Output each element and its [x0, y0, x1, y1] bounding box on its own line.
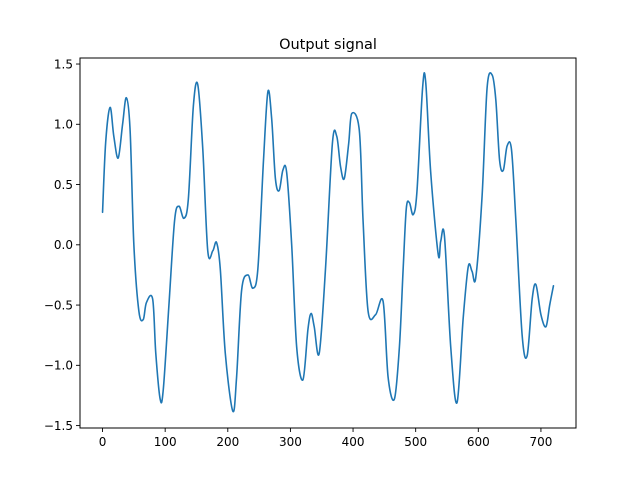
x-tick-label: 600: [467, 435, 490, 449]
y-tick-label: 0.5: [54, 178, 73, 192]
y-tick-label: 1.0: [54, 118, 73, 132]
x-tick-label: 100: [154, 435, 177, 449]
y-tick-label: −0.5: [44, 298, 73, 312]
y-axis: −1.5 −1.0 −0.5 0.0 0.5 1.0 1.5: [44, 57, 80, 433]
x-tick-label: 400: [342, 435, 365, 449]
y-tick-label: 0.0: [54, 238, 73, 252]
x-axis: 0 100 200 300 400 500 600 700: [99, 428, 552, 449]
y-tick-label: −1.0: [44, 359, 73, 373]
plot-area: [79, 57, 577, 429]
x-tick-label: 300: [279, 435, 302, 449]
series-line-0: [101, 72, 555, 413]
y-tick-label: −1.5: [44, 419, 73, 433]
x-tick-label: 0: [99, 435, 107, 449]
series-layer: [101, 72, 555, 413]
x-tick-label: 500: [404, 435, 427, 449]
y-tick-label: 1.5: [54, 57, 73, 71]
x-tick-label: 200: [216, 435, 239, 449]
x-tick-label: 700: [529, 435, 552, 449]
chart-title: Output signal: [279, 37, 377, 53]
